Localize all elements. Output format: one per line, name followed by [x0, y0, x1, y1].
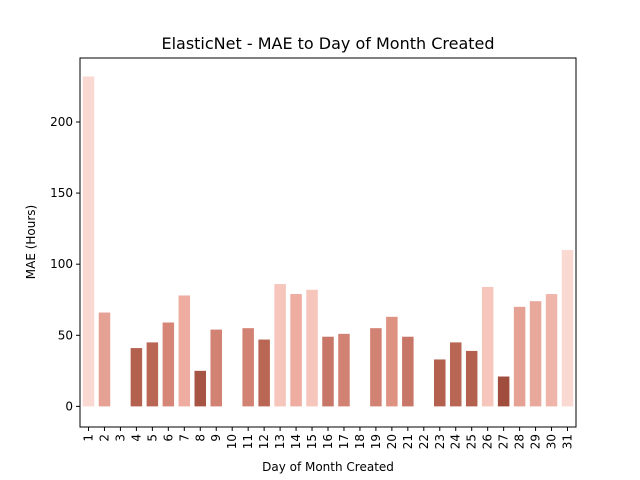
y-tick-label-200: 200: [50, 115, 73, 129]
bar-day-1: [82, 76, 95, 407]
bar-day-24: [449, 342, 462, 407]
x-tick-label-28: 28: [513, 434, 527, 449]
bar-day-14: [290, 294, 302, 407]
x-tick-label-18: 18: [353, 434, 367, 449]
bar-day-4: [130, 348, 143, 407]
bar-day-13: [274, 284, 286, 407]
x-tick-label-12: 12: [257, 434, 271, 449]
bar-day-20: [386, 316, 398, 407]
bar-day-30: [545, 294, 558, 407]
bar-day-28: [513, 306, 526, 407]
bar-day-8: [194, 370, 207, 407]
y-tick-label-150: 150: [50, 186, 73, 200]
y-tick-label-50: 50: [58, 328, 73, 342]
bar-day-29: [529, 301, 542, 407]
x-tick-label-24: 24: [449, 434, 463, 449]
x-axis: 1 2 3 4 5 6 7 8 9 10 11 12 13 14 15 16 17 18 19 20 21 22 23 24 2…: [82, 427, 575, 449]
x-tick-label-21: 21: [401, 434, 415, 449]
bar-day-6: [162, 322, 175, 407]
bar-day-21: [402, 336, 414, 407]
bar-day-26: [481, 286, 494, 407]
bar-day-25: [465, 350, 478, 407]
x-tick-label-2: 2: [97, 434, 111, 442]
x-tick-label-3: 3: [113, 434, 127, 442]
x-tick-label-15: 15: [305, 434, 319, 449]
bar-day-11: [242, 328, 254, 407]
bar-day-27: [497, 376, 510, 407]
chart-title: ElasticNet - MAE to Day of Month Created: [161, 34, 494, 53]
x-tick-label-26: 26: [481, 434, 495, 449]
bar-day-5: [146, 342, 159, 407]
bar-day-16: [322, 336, 334, 407]
bar-day-31: [561, 249, 574, 407]
x-tick-label-7: 7: [177, 434, 191, 442]
x-axis-label: Day of Month Created: [262, 460, 394, 474]
bar-day-2: [98, 312, 111, 407]
x-tick-label-17: 17: [337, 434, 351, 449]
x-tick-label-27: 27: [497, 434, 511, 449]
x-tick-label-13: 13: [273, 434, 287, 449]
x-tick-label-25: 25: [465, 434, 479, 449]
y-tick-label-0: 0: [65, 399, 73, 413]
x-tick-label-29: 29: [529, 434, 543, 449]
x-tick-label-5: 5: [145, 434, 159, 442]
x-tick-label-10: 10: [225, 434, 239, 449]
x-tick-label-30: 30: [545, 434, 559, 449]
x-tick-label-19: 19: [369, 434, 383, 449]
bar-day-7: [178, 295, 191, 407]
x-tick-label-4: 4: [129, 434, 143, 442]
x-tick-label-20: 20: [385, 434, 399, 449]
x-tick-label-14: 14: [289, 434, 303, 449]
x-tick-label-16: 16: [321, 434, 335, 449]
x-tick-label-1: 1: [82, 434, 96, 442]
bar-day-19: [370, 328, 382, 407]
bars-group: [82, 76, 574, 407]
x-tick-label-31: 31: [561, 434, 575, 449]
y-axis-label: MAE (Hours): [24, 205, 38, 279]
x-tick-label-8: 8: [193, 434, 207, 442]
x-tick-label-23: 23: [433, 434, 447, 449]
bar-day-12: [258, 339, 270, 407]
bar-day-17: [338, 333, 350, 407]
x-tick-label-6: 6: [161, 434, 175, 442]
x-tick-label-9: 9: [209, 434, 223, 442]
bar-day-15: [306, 289, 318, 407]
x-tick-label-11: 11: [241, 434, 255, 449]
bar-day-23: [434, 359, 446, 407]
y-axis: 0 50 100 150 200: [50, 115, 80, 413]
bar-day-9: [210, 329, 222, 407]
x-tick-label-22: 22: [417, 434, 431, 449]
y-tick-label-100: 100: [50, 257, 73, 271]
